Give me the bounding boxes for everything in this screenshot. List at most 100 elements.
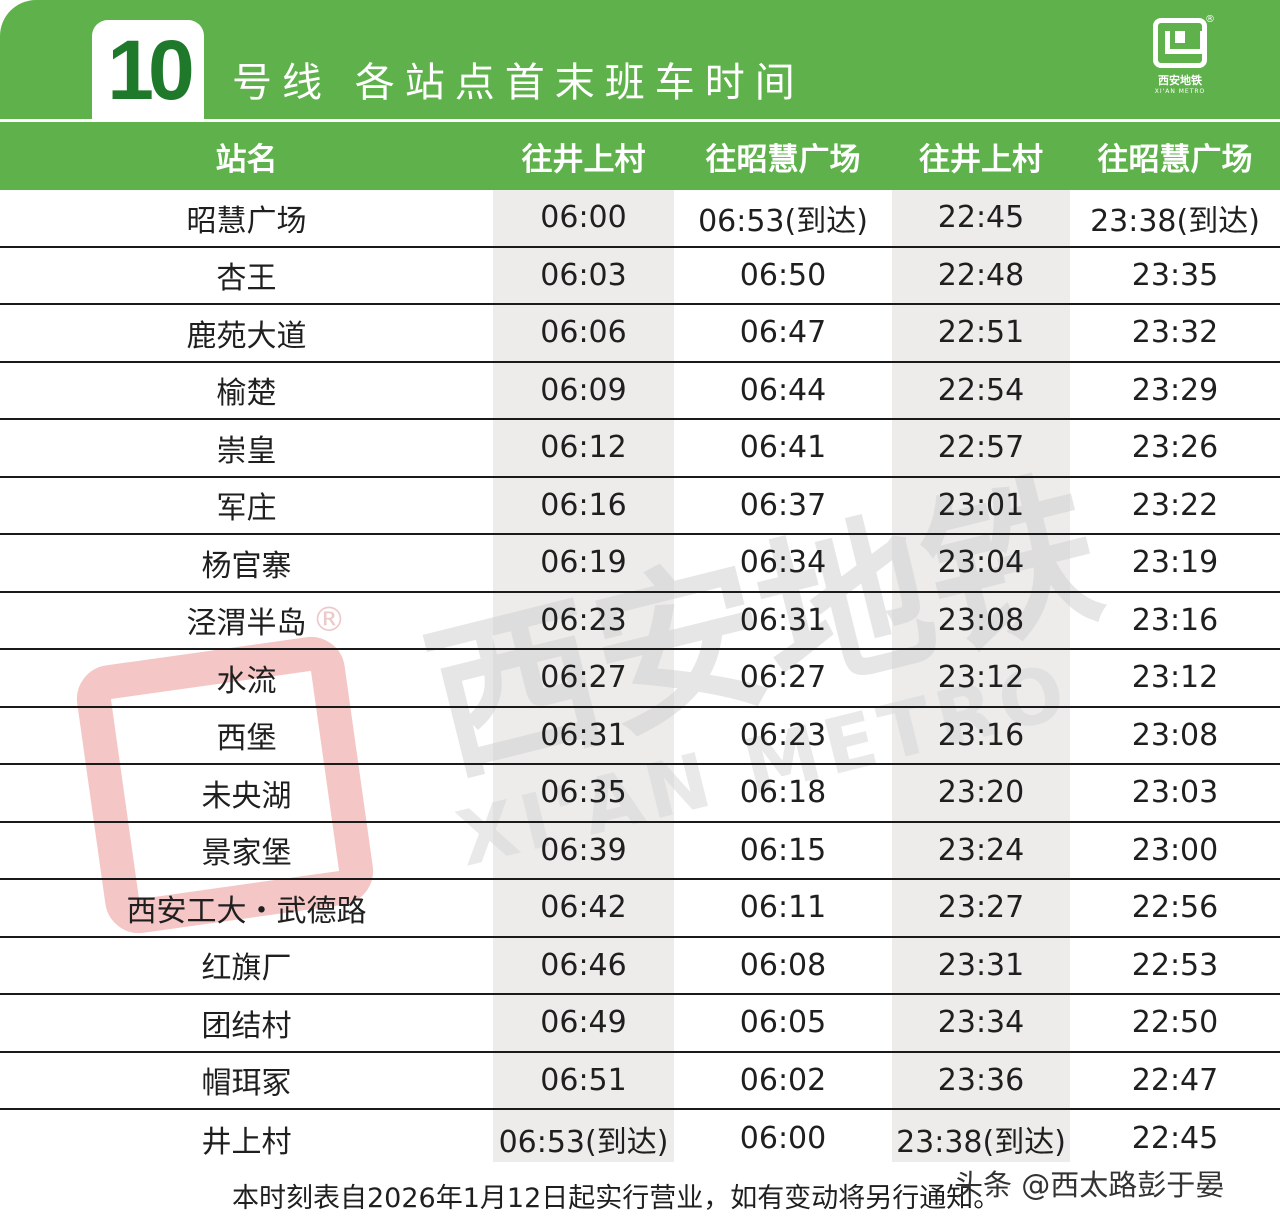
first-train-to-zhaohuiguangchang-cell: 06:47 xyxy=(739,315,827,351)
metro-logo-icon xyxy=(1153,18,1207,68)
first-train-to-jingshangcun-cell: 06:46 xyxy=(540,947,627,983)
table-row: 鹿苑大道 06:06 06:47 22:51 23:32 xyxy=(0,305,1280,363)
logo-subtext: XI'AN METRO xyxy=(1154,88,1206,95)
first-train-to-zhaohuiguangchang-cell: 06:15 xyxy=(739,832,827,868)
table-row: 昭慧广场 06:00 06:53(到达) 22:45 23:38(到达) xyxy=(0,190,1280,248)
last-train-to-jingshangcun-cell: 23:38(到达) xyxy=(896,1124,1066,1160)
last-train-to-jingshangcun-cell: 22:54 xyxy=(937,372,1025,408)
last-train-to-jingshangcun-cell: 23:20 xyxy=(937,775,1025,811)
last-train-to-zhaohuiguangchang-cell: 23:00 xyxy=(1131,832,1219,868)
first-train-to-jingshangcun-cell: 06:06 xyxy=(540,315,627,351)
table-row: 榆楚 06:09 06:44 22:54 23:29 xyxy=(0,363,1280,420)
line-number-badge: 10 xyxy=(92,20,204,120)
first-train-to-jingshangcun-cell: 06:39 xyxy=(540,832,627,868)
first-train-to-jingshangcun-cell: 06:23 xyxy=(540,602,627,638)
last-train-to-zhaohuiguangchang-cell: 22:56 xyxy=(1131,890,1219,926)
first-train-to-jingshangcun-cell: 06:49 xyxy=(540,1005,627,1041)
first-train-to-zhaohuiguangchang-cell: 06:18 xyxy=(739,775,827,811)
first-train-to-jingshangcun-cell: 06:42 xyxy=(540,890,627,926)
page-title: 号线 各站点首末班车时间 xyxy=(232,60,805,106)
first-train-to-zhaohuiguangchang-cell: 06:23 xyxy=(739,717,827,753)
last-train-to-jingshangcun-cell: 23:34 xyxy=(937,1005,1025,1041)
header-divider xyxy=(0,119,1280,122)
last-train-to-zhaohuiguangchang-cell: 23:32 xyxy=(1131,315,1219,351)
metro-logo: 西安地铁 XI'AN METRO xyxy=(1146,18,1214,98)
registered-mark: ® xyxy=(1205,14,1215,25)
last-train-to-jingshangcun-cell: 23:36 xyxy=(937,1062,1025,1098)
last-train-to-jingshangcun-cell: 22:48 xyxy=(937,257,1025,293)
table-row: 井上村 06:53(到达) 06:00 23:38(到达) 22:45 xyxy=(0,1110,1280,1168)
first-train-to-jingshangcun-cell: 06:03 xyxy=(540,257,627,293)
table-row: 泾渭半岛 06:23 06:31 23:08 23:16 xyxy=(0,593,1280,650)
last-train-to-jingshangcun-cell: 23:24 xyxy=(937,832,1025,868)
last-train-to-zhaohuiguangchang-cell: 23:16 xyxy=(1131,602,1219,638)
station-name-cell: 水流 xyxy=(216,663,277,699)
first-train-to-jingshangcun-cell: 06:31 xyxy=(540,717,627,753)
logo-text: 西安地铁 xyxy=(1158,74,1202,87)
first-train-to-jingshangcun-cell: 06:00 xyxy=(540,200,627,236)
first-train-to-zhaohuiguangchang-cell: 06:44 xyxy=(739,372,827,408)
first-train-to-zhaohuiguangchang-cell: 06:27 xyxy=(739,660,827,696)
first-train-to-jingshangcun-cell: 06:16 xyxy=(540,487,627,523)
table-row: 水流 06:27 06:27 23:12 23:12 xyxy=(0,650,1280,708)
table-row: 杏王 06:03 06:50 22:48 23:35 xyxy=(0,248,1280,305)
first-train-to-jingshangcun-cell: 06:53(到达) xyxy=(498,1124,669,1160)
last-train-to-zhaohuiguangchang-cell: 23:19 xyxy=(1131,545,1219,581)
last-train-to-jingshangcun-cell: 22:51 xyxy=(937,315,1025,351)
station-name-cell: 泾渭半岛 xyxy=(186,606,307,642)
last-train-to-zhaohuiguangchang-cell: 23:08 xyxy=(1131,717,1219,753)
first-train-to-zhaohuiguangchang-cell: 06:08 xyxy=(739,947,827,983)
station-name-cell: 军庄 xyxy=(216,491,277,527)
last-train-to-zhaohuiguangchang-cell: 23:22 xyxy=(1131,487,1219,523)
first-train-to-jingshangcun-cell: 06:12 xyxy=(540,430,627,466)
station-name-cell: 井上村 xyxy=(201,1124,292,1160)
station-name-cell: 红旗厂 xyxy=(201,951,292,987)
last-train-to-zhaohuiguangchang-cell: 22:53 xyxy=(1131,947,1219,983)
table-row: 军庄 06:16 06:37 23:01 23:22 xyxy=(0,478,1280,535)
last-train-to-zhaohuiguangchang-cell: 23:03 xyxy=(1131,775,1219,811)
first-train-to-jingshangcun-cell: 06:27 xyxy=(540,660,627,696)
last-train-to-jingshangcun-cell: 23:12 xyxy=(937,660,1025,696)
last-train-to-jingshangcun-cell: 23:31 xyxy=(937,947,1025,983)
first-train-to-jingshangcun-cell: 06:35 xyxy=(540,775,627,811)
table-row: 西堡 06:31 06:23 23:16 23:08 xyxy=(0,708,1280,765)
table-row: 崇皇 06:12 06:41 22:57 23:26 xyxy=(0,420,1280,478)
last-train-to-zhaohuiguangchang-cell: 22:45 xyxy=(1131,1121,1219,1157)
station-name-cell: 未央湖 xyxy=(201,778,292,814)
last-train-to-jingshangcun-cell: 23:08 xyxy=(937,602,1025,638)
footer: 本时刻表自2026年1月12日起实行营业，如有变动将另行通知。 头条 @西太路彭… xyxy=(0,1162,1280,1222)
column-shading xyxy=(493,190,674,1162)
station-name-cell: 杏王 xyxy=(216,261,277,297)
last-train-to-zhaohuiguangchang-cell: 23:29 xyxy=(1131,372,1219,408)
station-name-cell: 景家堡 xyxy=(201,836,292,872)
first-train-to-zhaohuiguangchang-cell: 06:41 xyxy=(739,430,827,466)
station-name-cell: 杨官寨 xyxy=(201,548,292,584)
last-train-to-jingshangcun-cell: 23:27 xyxy=(937,890,1025,926)
first-train-to-jingshangcun-cell: 06:09 xyxy=(540,372,627,408)
column-headers: 站名 往井上村 往昭慧广场 往井上村 往昭慧广场 xyxy=(0,122,1280,190)
station-name-cell: 昭慧广场 xyxy=(186,203,307,239)
first-train-to-zhaohuiguangchang-cell: 06:05 xyxy=(739,1005,827,1041)
timetable: 昭慧广场 06:00 06:53(到达) 22:45 23:38(到达) 杏王 06:03 0… xyxy=(0,190,1280,1168)
last-train-to-zhaohuiguangchang-cell: 23:38(到达) xyxy=(1090,203,1260,239)
table-row: 西安工大・武德路 06:42 06:11 23:27 22:56 xyxy=(0,880,1280,938)
first-train-to-zhaohuiguangchang-cell: 06:00 xyxy=(739,1121,827,1157)
table-row: 团结村 06:49 06:05 23:34 22:50 xyxy=(0,995,1280,1053)
last-train-to-zhaohuiguangchang-cell: 23:35 xyxy=(1131,257,1219,293)
last-train-to-jingshangcun-cell: 22:57 xyxy=(937,430,1025,466)
table-row: 景家堡 06:39 06:15 23:24 23:00 xyxy=(0,823,1280,880)
column-header-station: 站名 xyxy=(215,141,278,178)
column-header-first-to-jingshangcun: 往井上村 xyxy=(521,141,646,178)
column-header-first-to-zhaohuiguangchang: 往昭慧广场 xyxy=(705,141,861,178)
last-train-to-jingshangcun-cell: 22:45 xyxy=(937,200,1025,236)
station-name-cell: 鹿苑大道 xyxy=(186,318,307,354)
last-train-to-zhaohuiguangchang-cell: 22:47 xyxy=(1131,1062,1219,1098)
first-train-to-jingshangcun-cell: 06:51 xyxy=(540,1062,627,1098)
station-name-cell: 团结村 xyxy=(201,1008,292,1044)
first-train-to-zhaohuiguangchang-cell: 06:11 xyxy=(739,890,827,926)
station-name-cell: 帽珥冢 xyxy=(201,1066,292,1102)
station-name-cell: 榆楚 xyxy=(216,376,277,412)
first-train-to-zhaohuiguangchang-cell: 06:50 xyxy=(739,257,827,293)
first-train-to-zhaohuiguangchang-cell: 06:31 xyxy=(739,602,827,638)
station-name-cell: 崇皇 xyxy=(216,433,277,469)
